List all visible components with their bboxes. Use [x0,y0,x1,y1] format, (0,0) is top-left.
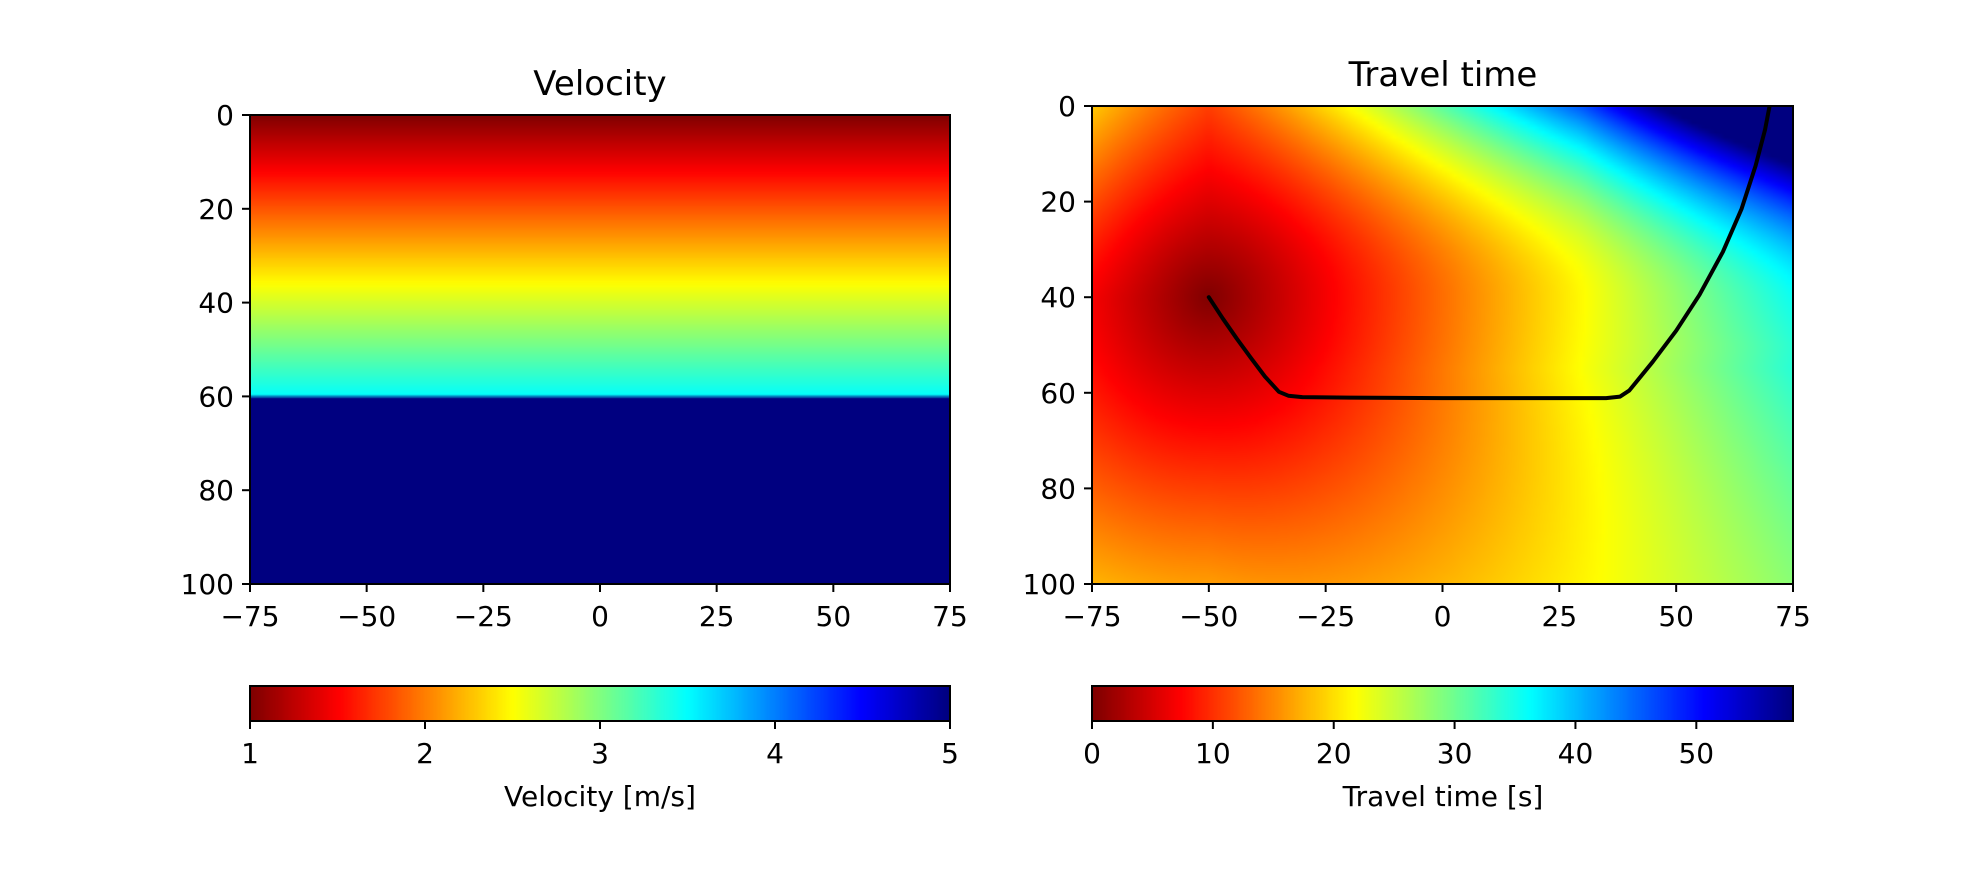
velocity-x-tick-label: 75 [932,600,968,633]
velocity-y-tick-label: 40 [198,287,234,320]
velocity-y-tick-label: 20 [198,193,234,226]
velocity-x-tick-label: −50 [337,600,396,633]
velocity-colorbar-tick-label: 2 [416,737,434,770]
velocity-colorbar-tick-label: 5 [941,737,959,770]
velocity-y-tick-label: 80 [198,474,234,507]
traveltime-x-tick-label: −75 [1062,600,1121,633]
velocity-y-tick-label: 100 [181,568,234,601]
velocity-y-tick-label: 0 [216,99,234,132]
velocity-x-tick-label: 0 [591,600,609,633]
traveltime-panel: Travel time −75 −50 −25 0 25 50 75 0 20 40 60 80 10… [1023,55,1811,633]
traveltime-y-tick-label: 0 [1058,90,1076,123]
velocity-x-tick-label: 25 [699,600,735,633]
ray-path [1206,106,1772,401]
velocity-x-tick-label: −75 [220,600,279,633]
traveltime-y-tick-label: 80 [1040,472,1076,505]
traveltime-y-tick-label: 40 [1040,281,1076,314]
traveltime-colorbar-frame [1091,685,1794,722]
traveltime-x-tick-label: 75 [1775,600,1811,633]
velocity-x-axis: −75 −50 −25 0 25 50 75 [220,584,968,633]
traveltime-y-axis: 0 20 40 60 80 100 [1023,90,1092,601]
velocity-title: Velocity [533,64,666,104]
traveltime-x-axis: −75 −50 −25 0 25 50 75 [1062,584,1811,633]
traveltime-y-tick-label: 20 [1040,186,1076,219]
velocity-colorbar: 1 2 3 4 5 Velocity [m/s] [241,685,959,813]
velocity-colorbar-label: Velocity [m/s] [504,780,696,813]
traveltime-colorbar-tick-label: 40 [1558,737,1594,770]
velocity-panel: Velocity −75 −50 −25 0 25 50 75 0 20 40 60 80 100 [181,64,968,633]
velocity-colorbar-tick-label: 1 [241,737,259,770]
traveltime-x-tick-label: 0 [1434,600,1452,633]
traveltime-heatmap [1092,106,1793,584]
traveltime-y-tick-label: 60 [1040,377,1076,410]
traveltime-x-tick-label: −25 [1296,600,1355,633]
traveltime-colorbar-tick-label: 10 [1195,737,1231,770]
traveltime-title: Travel time [1348,55,1538,95]
velocity-y-tick-label: 60 [198,380,234,413]
velocity-colorbar-tick-label: 3 [591,737,609,770]
traveltime-x-tick-label: 50 [1658,600,1694,633]
traveltime-colorbar: 0 10 20 30 40 50 Travel time [s] [1083,685,1794,813]
traveltime-colorbar-tick-label: 50 [1678,737,1714,770]
traveltime-y-tick-label: 100 [1023,568,1076,601]
velocity-colorbar-gradient [250,686,950,721]
velocity-colorbar-tick-label: 4 [766,737,784,770]
velocity-colorbar-ticks: 1 2 3 4 5 [241,721,959,770]
traveltime-colorbar-label: Travel time [s] [1342,780,1544,813]
traveltime-colorbar-gradient [1092,686,1793,721]
traveltime-colorbar-tick-label: 30 [1437,737,1473,770]
traveltime-colorbar-tick-label: 20 [1316,737,1352,770]
traveltime-colorbar-ticks: 0 10 20 30 40 50 [1083,721,1714,770]
traveltime-colorbar-tick-label: 0 [1083,737,1101,770]
velocity-x-tick-label: −25 [454,600,513,633]
traveltime-x-tick-label: −50 [1179,600,1238,633]
traveltime-x-tick-label: 25 [1542,600,1578,633]
velocity-y-axis: 0 20 40 60 80 100 [181,99,250,601]
velocity-heatmap [250,115,950,584]
velocity-x-tick-label: 50 [816,600,852,633]
